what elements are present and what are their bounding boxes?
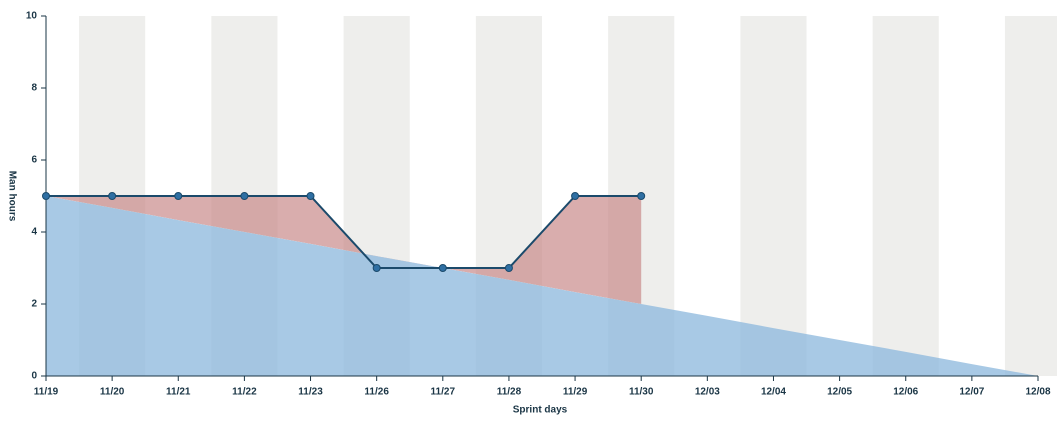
y-tick-label: 10	[26, 11, 38, 22]
stripe	[1004, 16, 1057, 376]
actual-point	[372, 264, 381, 272]
x-axis-title: Sprint days	[513, 405, 568, 416]
x-tick-label: 12/07	[959, 387, 984, 398]
x-tick-label: 11/27	[431, 387, 456, 398]
actual-line	[46, 195, 642, 269]
x-tick-label: 12/08	[1025, 387, 1050, 398]
areas	[46, 196, 1038, 376]
x-tick-label: 11/19	[34, 387, 59, 398]
actual-point	[571, 192, 580, 200]
x-tick-label: 11/29	[563, 387, 588, 398]
actual-point	[108, 192, 117, 200]
x-tick-label: 12/03	[695, 387, 720, 398]
stripe	[740, 16, 807, 376]
actual-point	[504, 264, 513, 272]
y-tick-label: 8	[31, 83, 37, 94]
x-tick-label: 11/23	[298, 387, 323, 398]
x-tick-label: 11/28	[497, 387, 522, 398]
x-tick-label: 11/20	[100, 387, 125, 398]
actual-point	[438, 264, 447, 272]
y-tick-label: 2	[31, 299, 37, 310]
y-tick-label: 4	[31, 227, 37, 238]
x-tick-label: 11/30	[629, 387, 654, 398]
stripe	[872, 16, 939, 376]
y-tick-label: 6	[31, 155, 37, 166]
actual-point	[637, 192, 646, 200]
ideal-area	[46, 196, 1038, 376]
x-tick-label: 12/04	[761, 387, 786, 398]
actual-point	[174, 192, 183, 200]
actual-point	[42, 192, 50, 200]
actual-point	[240, 192, 249, 200]
actual-point	[306, 192, 315, 200]
y-axis-title: Man hours	[6, 171, 17, 222]
x-tick-label: 12/05	[827, 387, 852, 398]
x-tick-label: 12/06	[893, 387, 918, 398]
x-tick-label: 11/21	[166, 387, 191, 398]
y-tick-label: 0	[31, 371, 37, 382]
x-tick-label: 11/26	[364, 387, 389, 398]
excess-area	[46, 196, 642, 304]
x-tick-label: 11/22	[232, 387, 257, 398]
